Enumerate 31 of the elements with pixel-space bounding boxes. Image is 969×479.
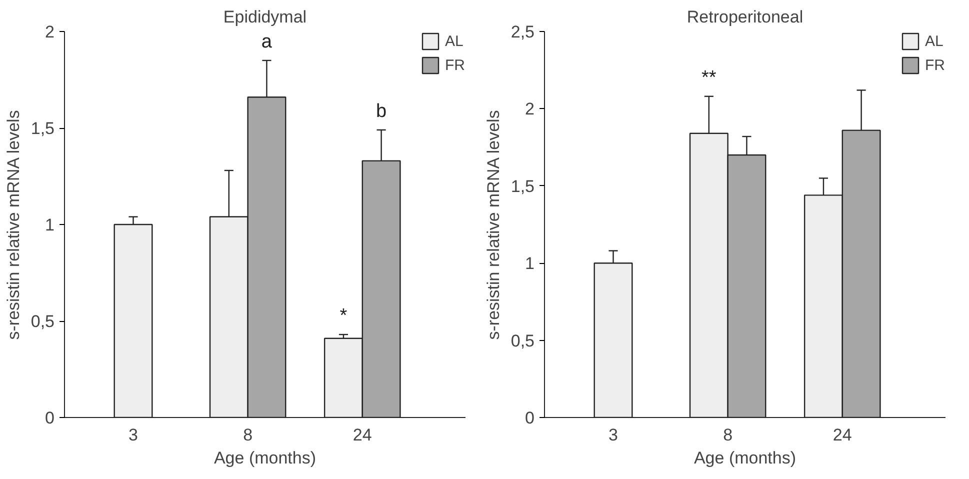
annotation: a [261, 31, 272, 52]
chart-title: Epididymal [223, 8, 307, 26]
y-tick-label: 2 [45, 22, 55, 42]
y-tick-label: 2,5 [510, 22, 535, 42]
x-axis-title: Age (months) [694, 448, 796, 468]
y-axis-title: s-resistin relative mRNA levels [484, 110, 503, 340]
legend-label: AL [925, 32, 944, 50]
x-tick-label: 3 [608, 426, 618, 444]
y-tick-label: 1 [45, 216, 55, 234]
y-tick-label: 0 [525, 408, 535, 428]
legend-label: FR [925, 56, 945, 74]
annotation: b [376, 100, 387, 122]
chart-title: Retroperitoneal [686, 8, 804, 26]
x-tick-label: 24 [352, 426, 372, 444]
x-tick-label: 3 [128, 426, 138, 444]
y-tick-label: 0,5 [510, 331, 535, 350]
annotation: * [340, 306, 348, 327]
y-tick-label: 1,5 [510, 176, 535, 196]
y-tick-label: 2 [525, 100, 535, 119]
y-tick-label: 1,5 [30, 119, 55, 138]
x-tick-label: 8 [723, 426, 733, 444]
y-axis-title: s-resistin relative mRNA levels [4, 110, 23, 340]
annotation: ** [702, 67, 717, 88]
y-tick-label: 0 [45, 408, 55, 428]
y-tick-label: 0,5 [30, 312, 55, 331]
x-tick-label: 8 [243, 426, 253, 444]
legend-label: FR [445, 56, 465, 74]
y-tick-label: 1 [525, 254, 535, 274]
legend-label: AL [445, 32, 464, 50]
x-tick-label: 24 [832, 426, 852, 444]
x-axis-title: Age (months) [214, 448, 316, 468]
